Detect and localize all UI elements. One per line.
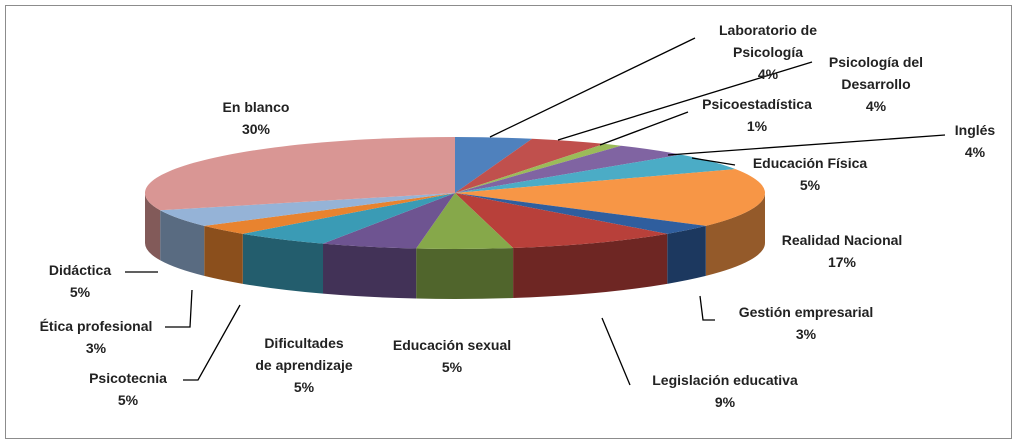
slice [455,169,766,226]
slice [242,193,455,244]
slice-side [416,248,514,299]
data-label: Psicotecnia 5% [89,367,167,411]
data-label: Didáctica 5% [49,259,111,303]
value-label: 1% [746,118,768,134]
slice [204,193,455,234]
data-label: Realidad Nacional 17% [782,229,903,273]
value-label: 3% [795,326,817,342]
value-label: 5% [117,392,139,408]
data-label: Educación Física 5% [753,152,867,196]
leader-line [699,295,715,321]
data-label: Legislación educativa 9% [652,369,798,413]
category-label: Legislación educativa [652,372,798,388]
data-label: Educación sexual 5% [393,334,511,378]
slice [144,137,455,211]
category-label: Educación Física [752,155,868,171]
category-label: Laboratorio de Psicología [718,22,818,60]
value-label: 3% [85,340,107,356]
category-label: Gestión empresarial [738,304,874,320]
value-label: 5% [69,284,91,300]
leader-line [183,304,241,381]
leader-line [557,61,813,141]
category-label: Educación sexual [392,337,512,353]
category-label: Didáctica [48,262,112,278]
slice [160,193,455,226]
slice [455,145,681,193]
slice [455,137,533,193]
value-label: 5% [441,359,463,375]
slice-side [242,233,324,294]
data-label: Dificultades de aprendizaje 5% [255,332,352,398]
category-label: Psicología del Desarrollo [828,54,924,92]
category-label: Dificultades de aprendizaje [255,335,353,373]
category-label: Realidad Nacional [781,232,903,248]
leader-line [165,289,193,328]
category-label: Ética profesional [39,318,153,334]
leader-line [489,37,696,138]
slice [455,193,668,249]
value-label: 4% [865,98,887,114]
category-label: Psicotecnia [89,370,167,386]
value-label: 9% [714,394,736,410]
value-label: 17% [827,254,857,270]
slice [455,193,706,234]
category-label: Psicoestadística [702,96,812,112]
slice-side [667,225,706,284]
data-label: Gestión empresarial 3% [739,301,874,345]
data-label: En blanco 30% [223,96,290,140]
slice-side [204,225,243,284]
value-label: 30% [241,121,271,137]
slice-side [513,233,668,299]
leader-line [601,317,631,386]
value-label: 4% [964,144,986,160]
slice [455,143,622,193]
slice-side [145,193,161,261]
data-label: Inglés 4% [955,119,995,163]
category-label: En blanco [222,99,290,115]
leader-line [599,111,689,146]
data-label: Ética profesional 3% [40,315,153,359]
value-label: 5% [293,379,315,395]
leader-line [667,134,946,156]
slice-side [705,193,765,276]
data-label: Psicología del Desarrollo 4% [829,51,923,117]
slice [455,154,736,193]
leader-line [691,157,736,166]
slice [323,193,455,249]
value-label: 5% [799,177,821,193]
slice [416,193,514,250]
value-label: 4% [757,66,779,82]
data-label: Laboratorio de Psicología 4% [719,19,817,85]
category-label: Inglés [954,122,996,138]
slice-side [160,210,205,276]
slice-side [323,243,417,299]
slice [455,138,605,193]
data-label: Psicoestadística 1% [702,93,812,137]
